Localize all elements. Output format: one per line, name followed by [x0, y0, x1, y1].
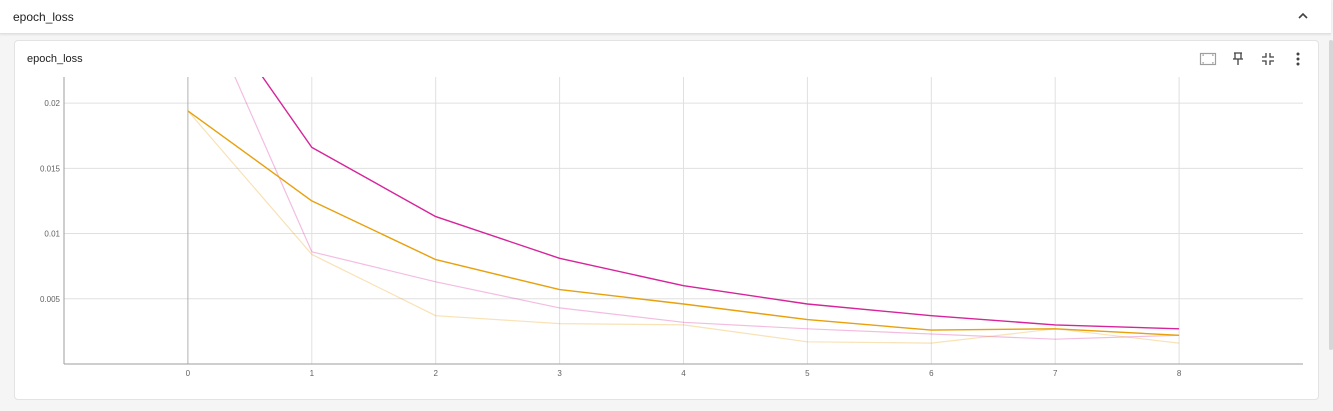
loss-chart[interactable]: 0.005 0.01 0.015 0.02 0 1 2 3 4 5 6 7 8: [15, 41, 1318, 399]
scrollbar[interactable]: [1329, 40, 1333, 350]
group-header: epoch_loss: [0, 0, 1331, 34]
more-vert-icon[interactable]: [1289, 50, 1307, 68]
card-title: epoch_loss: [27, 53, 83, 65]
smoothed-series-line[interactable]: [188, 41, 1180, 330]
x-tick-label: 0: [186, 369, 191, 378]
collapse-card-icon[interactable]: [1259, 50, 1277, 68]
group-title: epoch_loss: [13, 10, 74, 24]
x-tick-label: 1: [310, 369, 315, 378]
pin-icon[interactable]: [1229, 50, 1247, 68]
x-tick-label: 3: [557, 369, 562, 378]
chart-card: epoch_loss 0.005 0.01 0.015 0.02 0 1: [14, 40, 1319, 400]
y-tick-label: 0.02: [44, 99, 60, 108]
y-tick-label: 0.005: [40, 295, 61, 304]
x-tick-label: 5: [805, 369, 810, 378]
x-tick-label: 8: [1177, 369, 1182, 378]
x-tick-label: 2: [433, 369, 438, 378]
y-tick-label: 0.01: [44, 230, 60, 239]
x-tick-label: 7: [1053, 369, 1058, 378]
fit-domain-icon[interactable]: [1199, 50, 1217, 68]
chevron-up-icon[interactable]: [1293, 6, 1313, 26]
x-tick-label: 4: [681, 369, 686, 378]
raw-series-line[interactable]: [187, 110, 1180, 344]
x-tick-label: 6: [929, 369, 934, 378]
y-tick-label: 0.015: [40, 164, 61, 173]
smoothed-series-line[interactable]: [187, 110, 1180, 336]
raw-series-line[interactable]: [188, 41, 1180, 340]
